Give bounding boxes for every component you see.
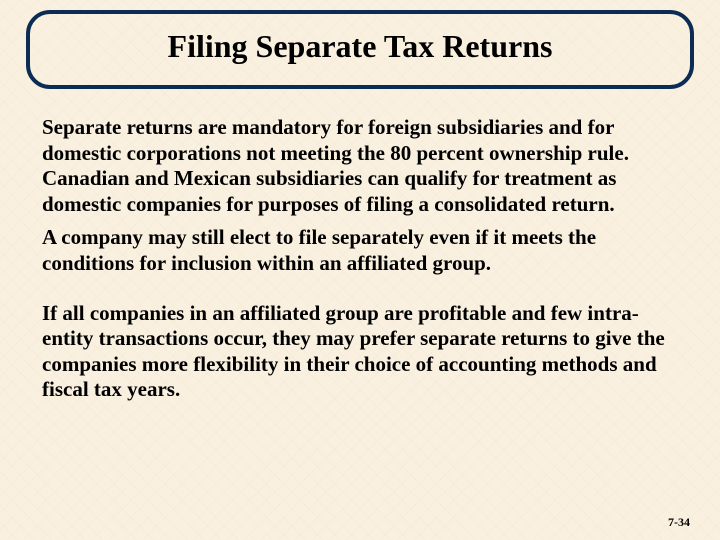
page-number: 7-34 bbox=[668, 515, 690, 530]
paragraph-3: If all companies in an affiliated group … bbox=[42, 301, 682, 403]
paragraph-2: A company may still elect to file separa… bbox=[42, 225, 682, 276]
title-frame: Filing Separate Tax Returns bbox=[26, 10, 694, 89]
paragraph-1: Separate returns are mandatory for forei… bbox=[42, 115, 682, 217]
slide-title: Filing Separate Tax Returns bbox=[40, 28, 680, 65]
body-block: Separate returns are mandatory for forei… bbox=[42, 115, 682, 403]
